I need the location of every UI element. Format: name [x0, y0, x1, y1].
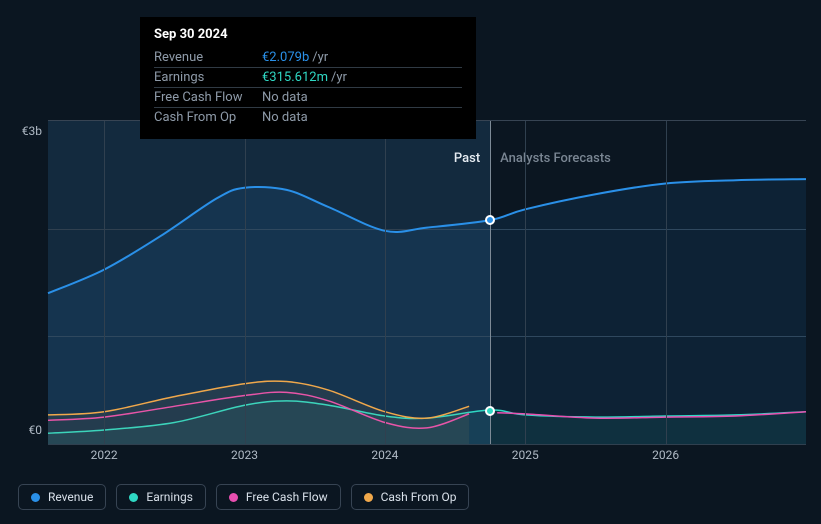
- legend-dot-icon: [364, 493, 373, 502]
- marker-earnings: [485, 406, 495, 416]
- tooltip-key: Free Cash Flow: [154, 90, 248, 105]
- tooltip-value: No data: [262, 90, 308, 105]
- tooltip-key: Revenue: [154, 50, 248, 65]
- y-tick-zero: €0: [29, 423, 43, 437]
- x-tick: 2024: [371, 448, 398, 462]
- x-tick: 2026: [652, 448, 679, 462]
- chart-plot[interactable]: Past Analysts Forecasts: [48, 120, 806, 444]
- tooltip-value: €315.612m/yr: [262, 70, 347, 85]
- tooltip-value: €2.079b/yr: [262, 50, 328, 65]
- legend: Revenue Earnings Free Cash Flow Cash From O…: [18, 484, 469, 510]
- legend-item-cfo[interactable]: Cash From Op: [351, 484, 470, 510]
- legend-label: Cash From Op: [381, 490, 457, 504]
- tooltip-key: Earnings: [154, 70, 248, 85]
- tooltip: Sep 30 2024 Revenue €2.079b/yr Earnings €31…: [140, 17, 476, 139]
- legend-label: Earnings: [146, 490, 193, 504]
- legend-label: Revenue: [48, 490, 93, 504]
- legend-dot-icon: [129, 493, 138, 502]
- x-tick: 2022: [91, 448, 118, 462]
- tooltip-value: No data: [262, 110, 308, 125]
- x-tick: 2025: [512, 448, 539, 462]
- forecast-label: Analysts Forecasts: [500, 151, 611, 166]
- y-tick-max: €3b: [22, 124, 42, 138]
- legend-item-fcf[interactable]: Free Cash Flow: [216, 484, 341, 510]
- y-axis: €3b €0: [0, 120, 48, 435]
- past-label: Past: [454, 151, 480, 166]
- legend-item-earnings[interactable]: Earnings: [116, 484, 206, 510]
- tooltip-title: Sep 30 2024: [154, 27, 462, 42]
- tooltip-key: Cash From Op: [154, 110, 248, 125]
- cursor-line: [490, 121, 491, 444]
- legend-dot-icon: [229, 493, 238, 502]
- legend-label: Free Cash Flow: [246, 490, 328, 504]
- x-tick: 2023: [231, 448, 258, 462]
- legend-item-revenue[interactable]: Revenue: [18, 484, 106, 510]
- legend-dot-icon: [31, 493, 40, 502]
- marker-revenue: [485, 215, 495, 225]
